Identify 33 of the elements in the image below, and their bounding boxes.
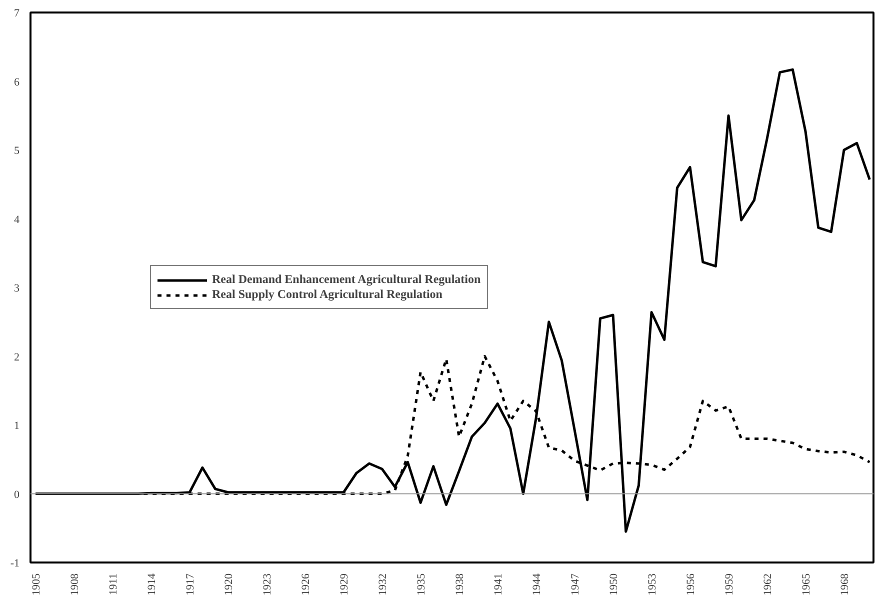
- x-tick-label: 1959: [724, 573, 736, 596]
- y-tick-label: 7: [14, 8, 20, 20]
- x-tick-label: 1962: [762, 574, 774, 596]
- x-tick-label: 1932: [377, 574, 390, 596]
- y-tick-label: 3: [14, 282, 20, 294]
- x-tick-label: 1965: [800, 573, 812, 596]
- legend-label: Real Demand Enhancement Agricultural Regulation: [212, 272, 481, 287]
- y-tick-label: -1: [10, 558, 20, 570]
- y-tick-label: 6: [14, 76, 20, 88]
- x-tick-label: 1905: [30, 573, 43, 596]
- y-tick-label: 5: [14, 145, 20, 157]
- y-tick-label: 2: [14, 351, 20, 364]
- x-tick-label: 1935: [416, 573, 428, 596]
- x-tick-label: 1950: [608, 573, 620, 596]
- x-tick-label: 1947: [570, 573, 582, 596]
- x-tick-label: 1956: [685, 573, 698, 596]
- x-tick-label: 1968: [838, 573, 851, 596]
- x-tick-label: 1926: [300, 573, 312, 596]
- x-tick-label: 1941: [492, 574, 505, 596]
- x-tick-label: 1953: [646, 573, 659, 596]
- legend-label: Real Supply Control Agricultural Regulation: [212, 287, 442, 302]
- x-tick-label: 1944: [531, 573, 544, 596]
- y-tick-label: 4: [14, 214, 20, 226]
- y-tick-label: 1: [14, 420, 20, 432]
- x-tick-label: 1908: [69, 573, 82, 596]
- x-tick-label: 1914: [146, 573, 158, 596]
- x-tick-label: 1929: [338, 573, 351, 596]
- x-tick-label: 1920: [223, 573, 236, 596]
- y-tick-label: 0: [14, 488, 20, 501]
- x-tick-label: 1938: [454, 573, 466, 596]
- x-tick-label: 1911: [108, 574, 120, 596]
- x-tick-label: 1923: [262, 573, 274, 596]
- x-tick-label: 1917: [184, 573, 197, 596]
